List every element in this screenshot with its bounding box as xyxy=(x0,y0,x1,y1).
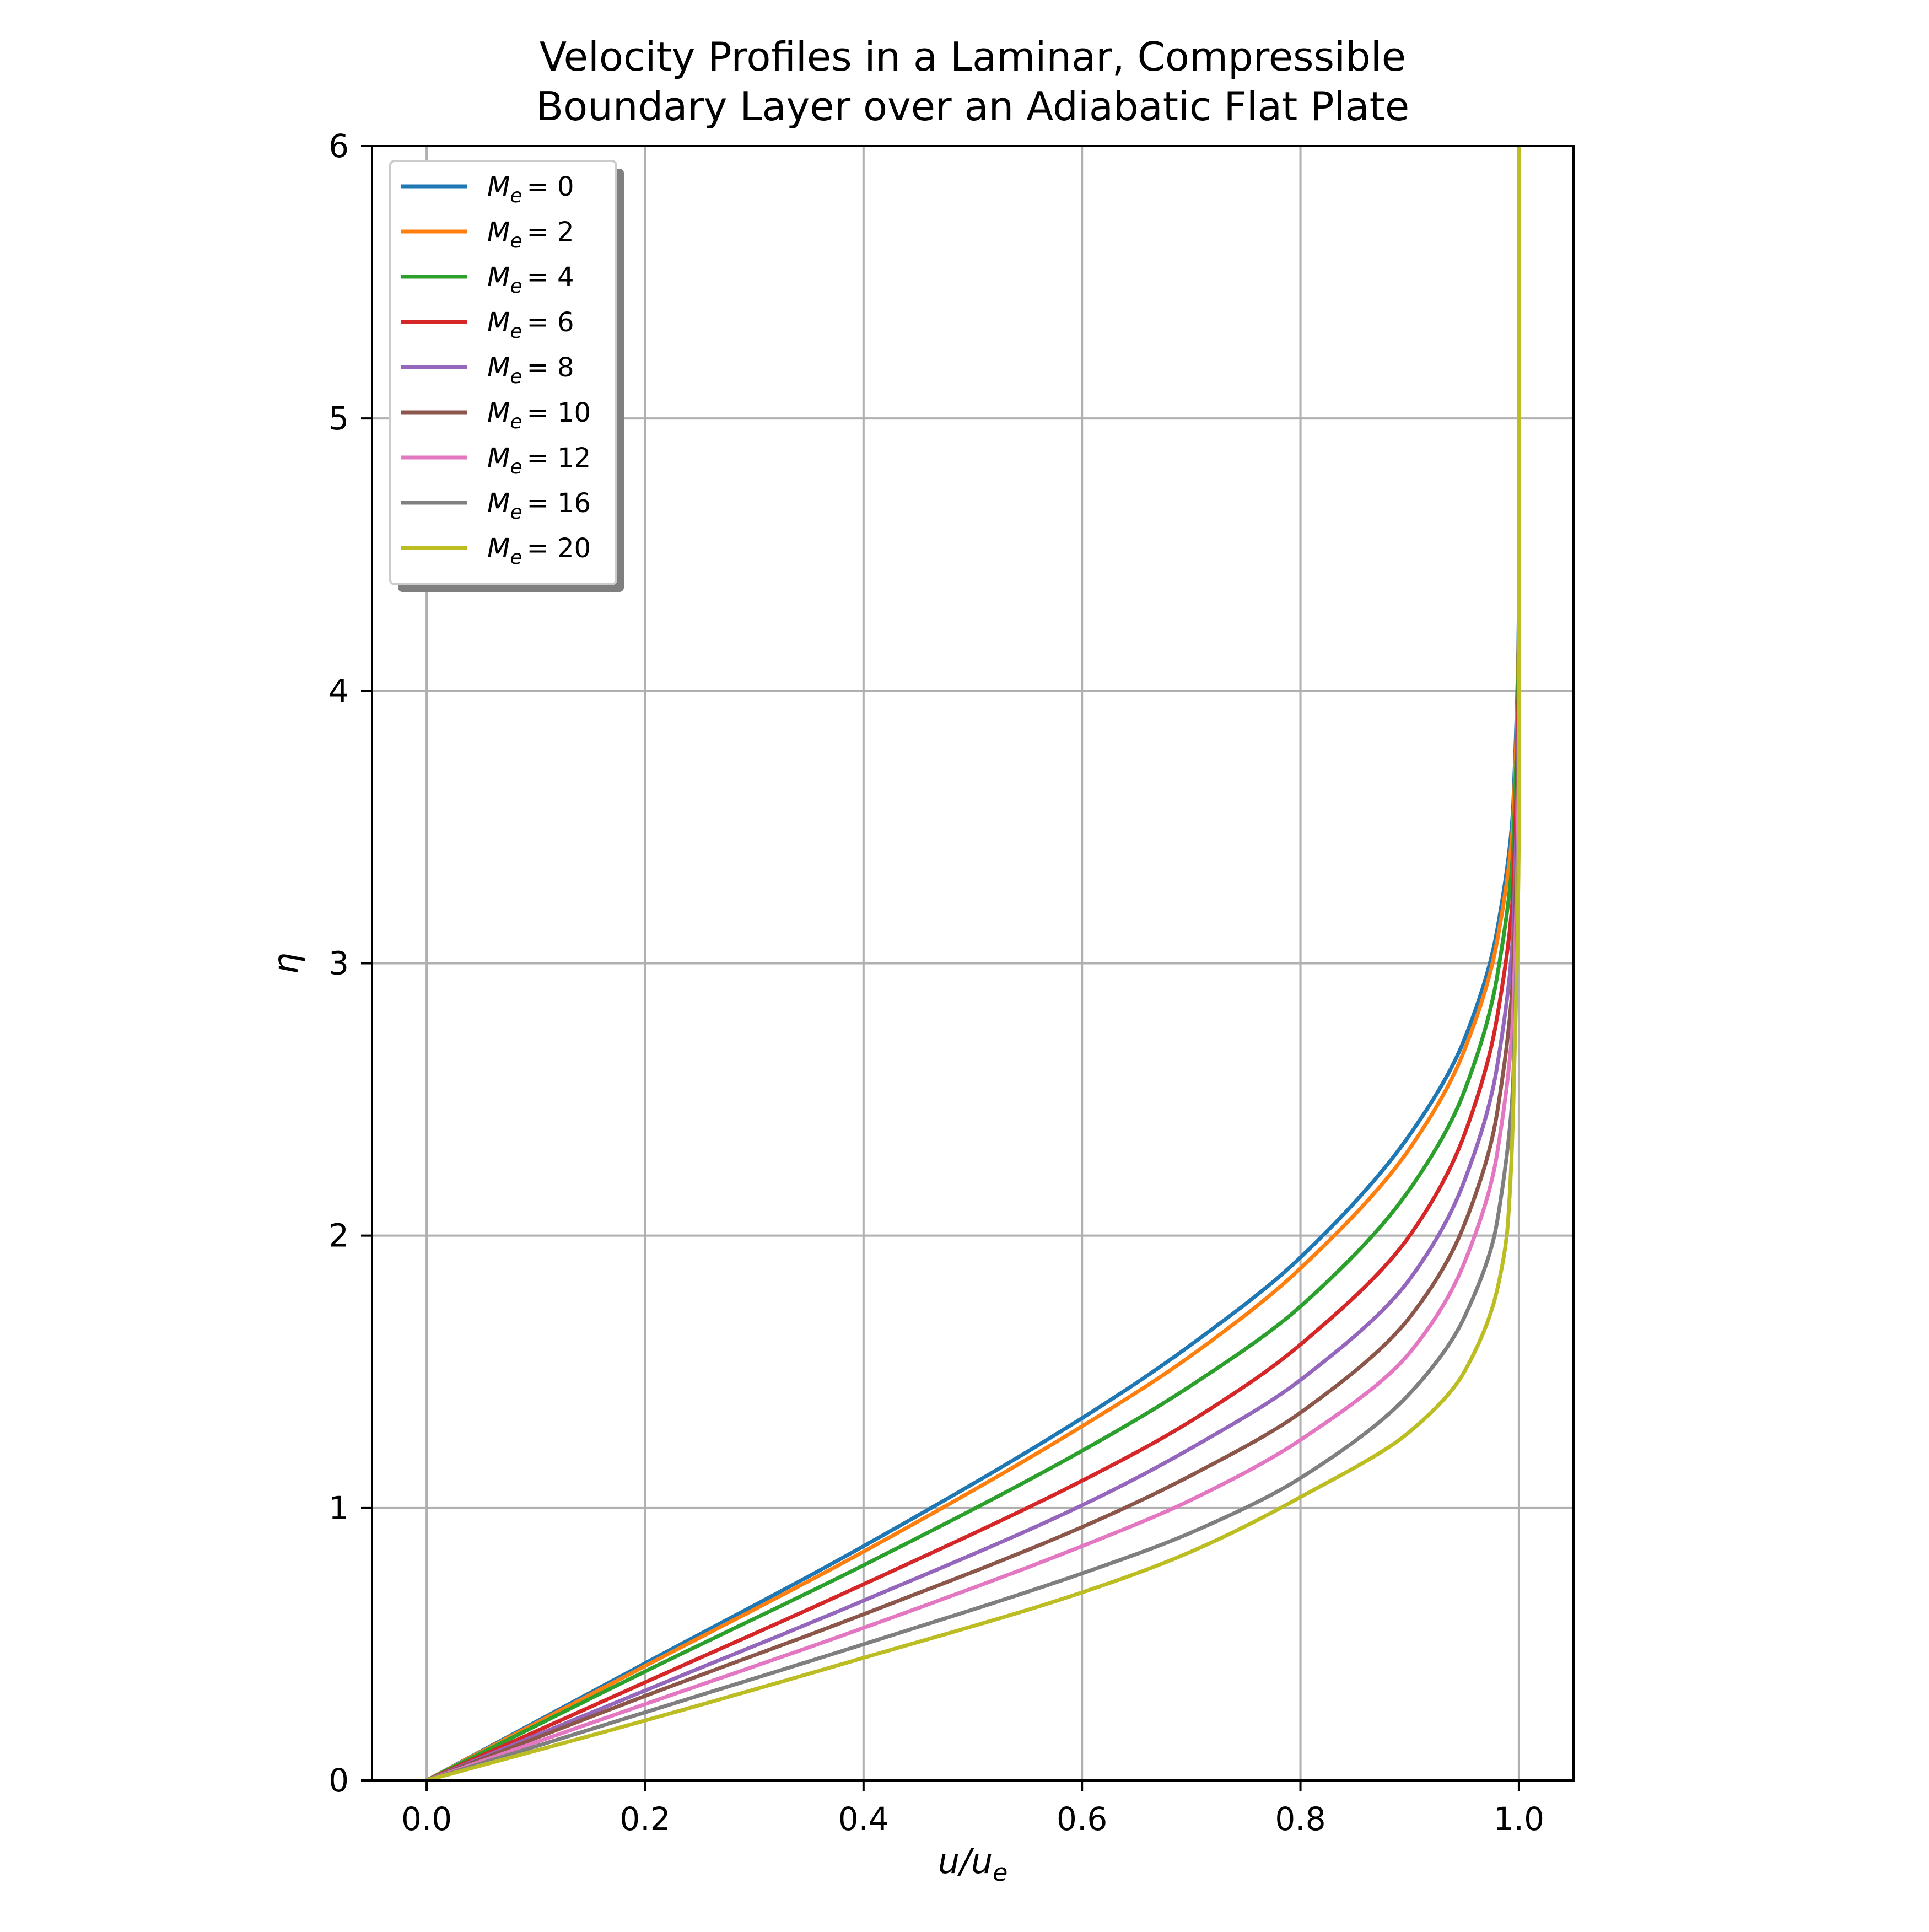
y-tick-label-6: 6 xyxy=(328,127,349,165)
chart-title-line-2: Boundary Layer over an Adiabatic Flat Pl… xyxy=(536,83,1409,130)
x-axis-label-main: u/u xyxy=(938,1841,993,1881)
chart-title-line-1: Velocity Profiles in a Laminar, Compress… xyxy=(540,34,1406,80)
y-tick-label-4: 4 xyxy=(328,672,349,709)
chart-title: Velocity Profiles in a Laminar, Compress… xyxy=(536,34,1409,130)
x-tick-label-1: 0.2 xyxy=(619,1800,670,1838)
series-line-8 xyxy=(426,146,1521,1783)
y-tick-label-5: 5 xyxy=(328,400,349,437)
legend: Me = 0 Me = 2 Me = 4 Me = 6 Me = 8 Me = 10 Me = 12 Me =… xyxy=(389,160,624,592)
y-tick-label-1: 1 xyxy=(328,1489,349,1527)
x-tick-label-4: 0.8 xyxy=(1275,1800,1325,1838)
x-tick-label-2: 0.4 xyxy=(838,1800,889,1838)
y-axis-label: η xyxy=(266,952,306,974)
series-layer xyxy=(425,146,1521,1783)
legend-label-4: Me = 8 xyxy=(487,352,574,388)
legend-label-0: Me = 0 xyxy=(487,171,574,207)
x-axis-label-subscript: e xyxy=(993,1859,1007,1887)
legend-label-5: Me = 10 xyxy=(487,397,591,433)
ticks-layer: 0.0 0.2 0.4 0.6 0.8 1.0 0 1 2 3 4 5 6 xyxy=(328,127,1544,1838)
x-tick-label-3: 0.6 xyxy=(1057,1800,1107,1838)
y-tick-label-2: 2 xyxy=(328,1217,349,1255)
legend-label-2: Me = 4 xyxy=(487,262,574,298)
legend-label-6: Me = 12 xyxy=(487,443,591,478)
legend-label-3: Me = 6 xyxy=(487,307,574,343)
x-tick-label-0: 0.0 xyxy=(401,1800,452,1838)
y-tick-label-0: 0 xyxy=(328,1762,349,1799)
x-tick-label-5: 1.0 xyxy=(1494,1800,1544,1838)
x-axis-label: u/ue xyxy=(938,1841,1008,1887)
legend-label-1: Me = 2 xyxy=(487,217,574,252)
legend-box xyxy=(389,160,617,585)
legend-label-7: Me = 16 xyxy=(487,488,591,524)
legend-label-8: Me = 20 xyxy=(487,533,591,569)
y-tick-label-3: 3 xyxy=(328,945,349,982)
